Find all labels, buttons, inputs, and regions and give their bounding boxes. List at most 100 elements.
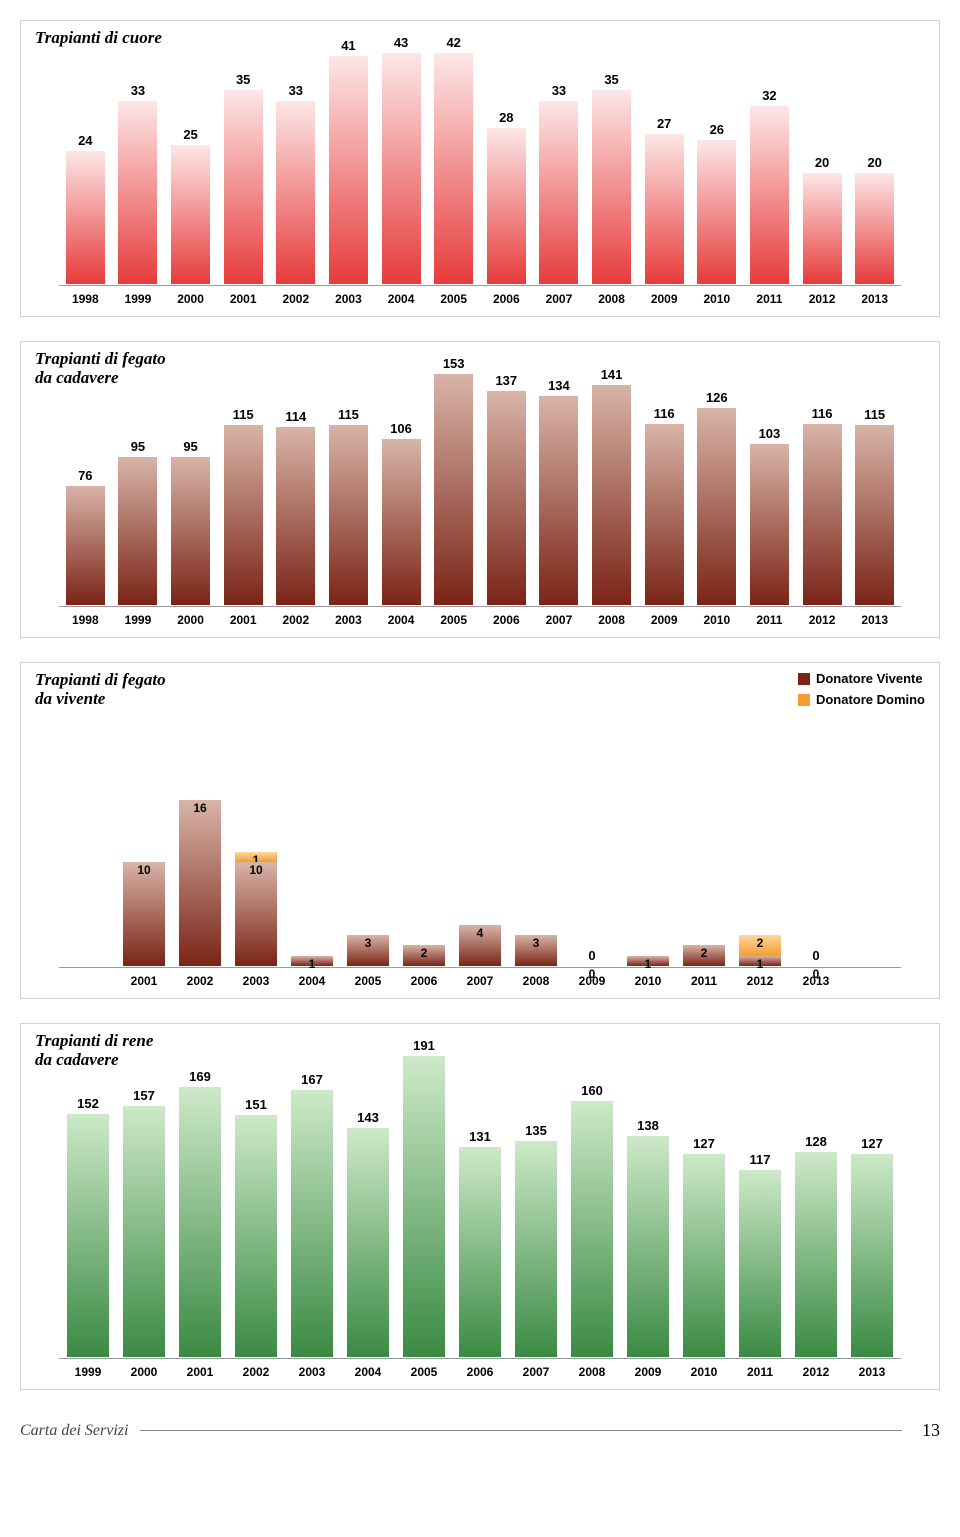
segment-label: 10 [137,863,150,877]
bar [539,396,578,605]
bar [224,90,263,284]
x-label: 2005 [427,292,480,306]
chart-fegato-vivente-xlabels: 2001200220032004200520062007200820092010… [59,974,901,988]
bar [329,56,368,284]
bar-col: 10 [116,677,172,967]
bar-col: 3 [340,677,396,967]
x-label: 1999 [112,613,165,627]
x-label: 2010 [691,613,744,627]
x-label: 2000 [164,613,217,627]
segment-label: 2 [757,936,764,950]
bar-col: 152 [60,1038,116,1358]
segment-label: 3 [365,936,372,950]
segment-label: 0 [589,967,596,981]
bar-value-label: 160 [581,1083,603,1098]
legend-swatch-vivente [798,673,810,685]
bar-col: 25 [164,35,217,285]
bar-col: 42 [427,35,480,285]
segment-label: 10 [249,863,262,877]
segment-label: 0 [813,967,820,981]
bar-col: 127 [844,1038,900,1358]
bar-value-label: 106 [390,421,412,436]
bar [276,427,315,605]
bar-col: 134 [533,356,586,606]
x-label: 2009 [638,292,691,306]
bar-col: 141 [585,356,638,606]
stack-wrap: 3 [515,935,556,966]
bar-value-label: 20 [815,155,829,170]
bar [171,457,210,605]
stack-wrap: 3 [347,935,388,966]
bar [592,90,631,284]
bar-segment: 4 [459,925,500,966]
legend-label-domino: Donatore Domino [816,692,925,707]
x-label: 2004 [375,292,428,306]
bar [515,1141,556,1357]
bar-col: 116 [638,356,691,606]
x-label: 2007 [533,292,586,306]
bar-value-label: 131 [469,1129,491,1144]
chart-cuore-title: Trapianti di cuore [35,29,162,48]
bar-col: 1 [284,677,340,967]
bar-value-label: 143 [357,1110,379,1125]
segment-label: 1 [309,957,316,971]
bar-value-label: 141 [601,367,623,382]
page-footer: Carta dei Servizi 13 [20,1420,940,1441]
stack-wrap: 1 [627,956,668,966]
bar-col: 43 [375,35,428,285]
bar-col: 110 [228,677,284,967]
x-label: 2012 [788,1365,844,1379]
bar-col: 135 [508,1038,564,1358]
bar-col: 00 [564,677,620,967]
x-label: 2011 [743,292,796,306]
bar [750,444,789,605]
x-label: 2006 [396,974,452,988]
bar [750,106,789,284]
chart-fegato-vivente-title: Trapianti di fegatoda vivente [35,671,166,708]
bar-value-label: 117 [750,1152,771,1167]
bar-value-label: 35 [236,72,250,87]
x-label: 2002 [228,1365,284,1379]
bar-col: 3 [508,677,564,967]
bar-value-label: 167 [301,1072,323,1087]
bar-value-label: 152 [77,1096,99,1111]
bar-col: 131 [452,1038,508,1358]
x-label: 2008 [564,1365,620,1379]
bar-segment: 10 [123,862,164,966]
bar-value-label: 157 [133,1088,155,1103]
bar-col: 76 [59,356,112,606]
bar-value-label: 32 [762,88,776,103]
bar [382,53,421,284]
bar-value-label: 41 [341,38,355,53]
bar-value-label: 115 [338,407,359,422]
bar [592,385,631,605]
bar [66,151,105,284]
bar [855,425,894,605]
bar [224,425,263,605]
bar-value-label: 127 [861,1136,883,1151]
x-label: 2000 [164,292,217,306]
bar-segment: 1 [627,956,668,966]
bar-segment: 1 [739,956,780,966]
bar-segment: 3 [347,935,388,966]
segment-label: 3 [533,936,540,950]
bar-segment: 2 [739,935,780,956]
x-label: 2007 [508,1365,564,1379]
chart-rene-cadavere-title: Trapianti di reneda cadavere [35,1032,153,1069]
bar-value-label: 135 [525,1123,547,1138]
bar-col: 33 [270,35,323,285]
bar-col: 138 [620,1038,676,1358]
bar-value-label: 95 [131,439,145,454]
x-label: 2002 [270,292,323,306]
chart-fegato-cadavere: Trapianti di fegatoda cadavere 769595115… [20,341,940,638]
bar [803,173,842,284]
segment-label: 1 [757,957,764,971]
bar-col: 32 [743,35,796,285]
bar-col: 116 [796,356,849,606]
bar-value-label: 114 [285,409,306,424]
bar [645,134,684,284]
legend-item-domino: Donatore Domino [798,692,925,707]
bar-col: 20 [796,35,849,285]
x-label: 2006 [480,292,533,306]
segment-label: 16 [193,801,206,815]
